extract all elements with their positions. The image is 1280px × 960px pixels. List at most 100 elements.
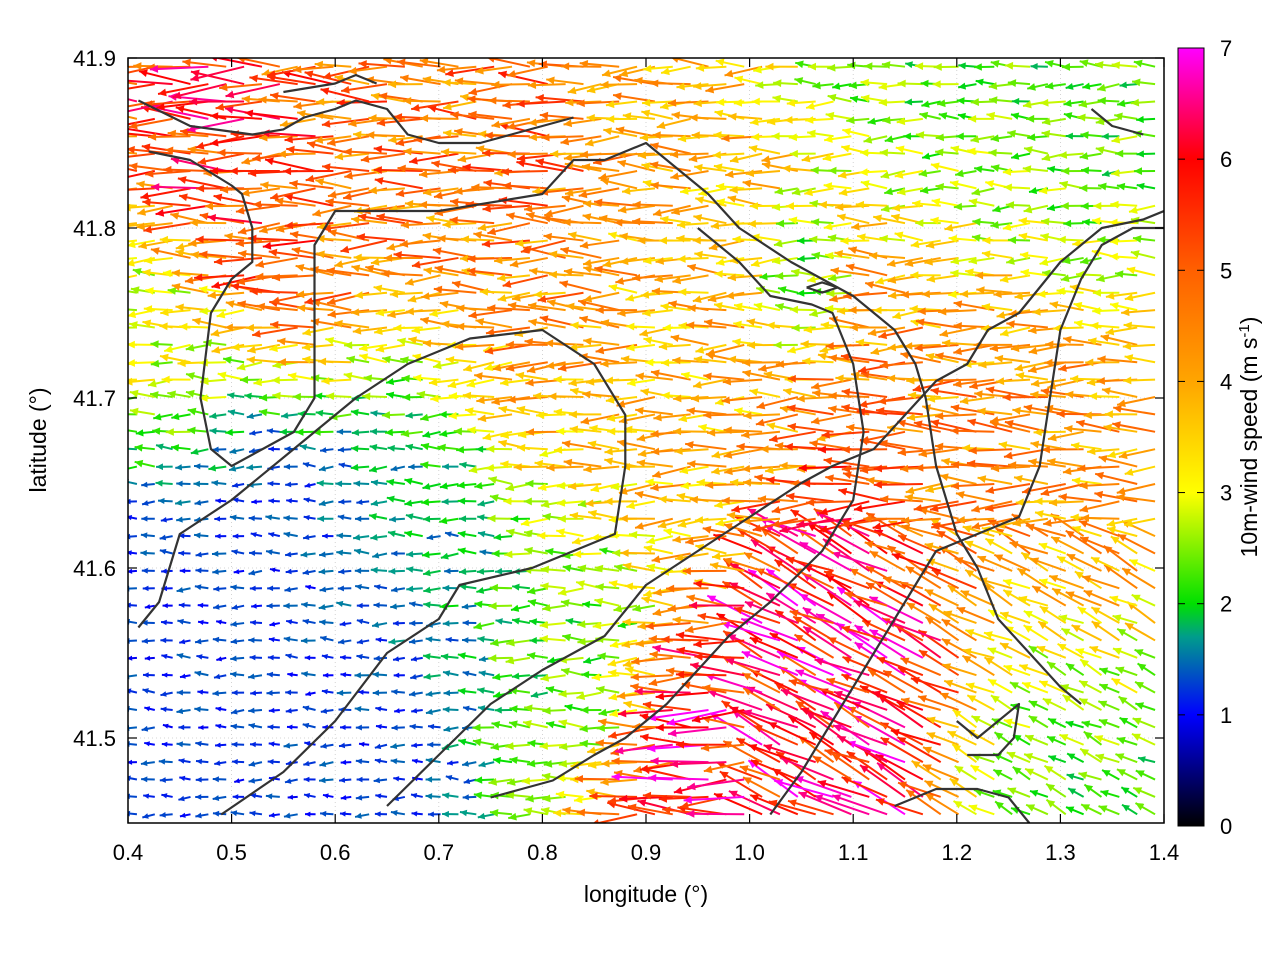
wind-arrow — [128, 429, 138, 433]
wind-arrow-head — [1079, 520, 1089, 528]
wind-arrow-head — [1023, 610, 1033, 619]
wind-arrow-head — [750, 117, 759, 126]
wind-arrow-head — [1111, 135, 1121, 144]
wind-arrow-head — [567, 86, 577, 95]
wind-arrow-head — [1063, 335, 1072, 344]
wind-arrow-head — [642, 791, 652, 800]
wind-arrow-head — [539, 111, 549, 120]
wind-arrow-head — [996, 311, 1006, 319]
wind-arrow — [730, 562, 781, 590]
wind-arrow-head — [658, 236, 667, 245]
wind-arrow-head — [967, 695, 977, 703]
wind-arrow-head — [481, 239, 491, 248]
wind-arrow-head — [579, 315, 589, 324]
wind-arrow-head — [668, 300, 678, 309]
wind-arrow-head — [867, 117, 876, 125]
wind-arrow-head — [866, 566, 876, 574]
wind-arrow-head — [771, 506, 781, 514]
wind-arrow-head — [491, 397, 501, 406]
wind-arrow-head — [775, 302, 785, 311]
wind-arrow-head — [462, 637, 469, 644]
wind-arrow-head — [251, 499, 257, 505]
wind-arrow — [868, 595, 924, 624]
wind-arrow-head — [400, 220, 410, 229]
wind-arrow-head — [1039, 680, 1049, 688]
wind-arrow-head — [199, 394, 208, 402]
wind-arrow-head — [751, 259, 760, 268]
wind-arrow-head — [393, 251, 402, 259]
wind-arrow-head — [594, 265, 603, 274]
wind-arrow-head — [901, 697, 910, 706]
wind-arrow-head — [316, 250, 325, 259]
wind-arrow-head — [477, 500, 486, 507]
wind-arrow-head — [106, 201, 114, 209]
wind-arrow-head — [1077, 464, 1086, 473]
wind-arrow-head — [955, 491, 965, 499]
wind-arrow-head — [965, 569, 975, 578]
wind-arrow-head — [473, 791, 483, 800]
wind-arrow-head — [1017, 568, 1027, 577]
wind-arrow-head — [897, 737, 907, 745]
wind-arrow — [190, 70, 245, 86]
wind-arrow-head — [876, 406, 885, 415]
wind-arrow-head — [661, 391, 670, 400]
wind-arrow-head — [355, 758, 363, 765]
wind-arrow-head — [320, 708, 328, 714]
wind-arrow-head — [558, 719, 568, 727]
wind-arrow-head — [583, 337, 592, 346]
wind-arrow-head — [723, 557, 733, 566]
wind-arrow-head — [325, 392, 335, 401]
wind-arrow-head — [822, 153, 832, 162]
wind-arrow-head — [854, 642, 864, 651]
wind-arrow-head — [926, 558, 936, 566]
wind-arrow-head — [774, 778, 784, 787]
wind-arrow-head — [828, 405, 837, 414]
wind-arrow-head — [614, 218, 623, 227]
wind-arrow-head — [212, 568, 219, 575]
wind-arrow-head — [461, 267, 471, 276]
wind-arrow-head — [397, 164, 406, 173]
wind-arrow-head — [304, 793, 311, 799]
wind-arrow-head — [1135, 681, 1145, 690]
wind-arrow-head — [645, 358, 654, 367]
wind-arrow-head — [1088, 337, 1097, 346]
wind-arrow-head — [748, 743, 758, 752]
wind-arrow-head — [650, 757, 659, 765]
wind-arrow-head — [82, 86, 91, 94]
wind-arrow-head — [1083, 411, 1092, 420]
wind-arrow-head — [931, 198, 941, 206]
wind-arrow-head — [267, 585, 274, 592]
wind-arrow-head — [350, 445, 359, 453]
wind-arrow-head — [564, 703, 573, 712]
wind-arrow — [128, 465, 138, 470]
wind-arrow-head — [458, 738, 467, 746]
wind-arrow-head — [1095, 471, 1104, 480]
wind-arrow-head — [812, 81, 821, 90]
wind-arrow-head — [723, 451, 733, 459]
wind-arrow-head — [409, 620, 416, 627]
wind-arrow-head — [456, 322, 465, 331]
wind-arrow-head — [260, 181, 269, 190]
wind-arrow-head — [163, 165, 172, 174]
wind-arrow-head — [153, 413, 162, 421]
wind-arrow-head — [445, 636, 452, 643]
wind-arrow-head — [194, 706, 201, 713]
wind-arrow-head — [807, 275, 816, 284]
wind-arrow-head — [953, 202, 963, 211]
wind-arrow-head — [502, 101, 511, 109]
wind-arrow-head — [250, 619, 256, 626]
wind-arrow-head — [1015, 498, 1024, 507]
wind-arrow-head — [849, 323, 858, 332]
wind-arrow-head — [919, 111, 929, 120]
wind-arrow — [715, 761, 763, 781]
wind-arrow-head — [960, 590, 970, 598]
wind-arrow-head — [925, 485, 935, 494]
wind-arrow-head — [423, 601, 431, 609]
wind-arrow-head — [161, 672, 168, 678]
wind-arrow-head — [1056, 556, 1066, 564]
wind-arrow — [128, 132, 155, 138]
wind-arrow-head — [155, 208, 165, 217]
wind-arrow-head — [746, 341, 756, 350]
wind-arrow-head — [1032, 586, 1042, 594]
wind-arrow-head — [722, 377, 732, 386]
